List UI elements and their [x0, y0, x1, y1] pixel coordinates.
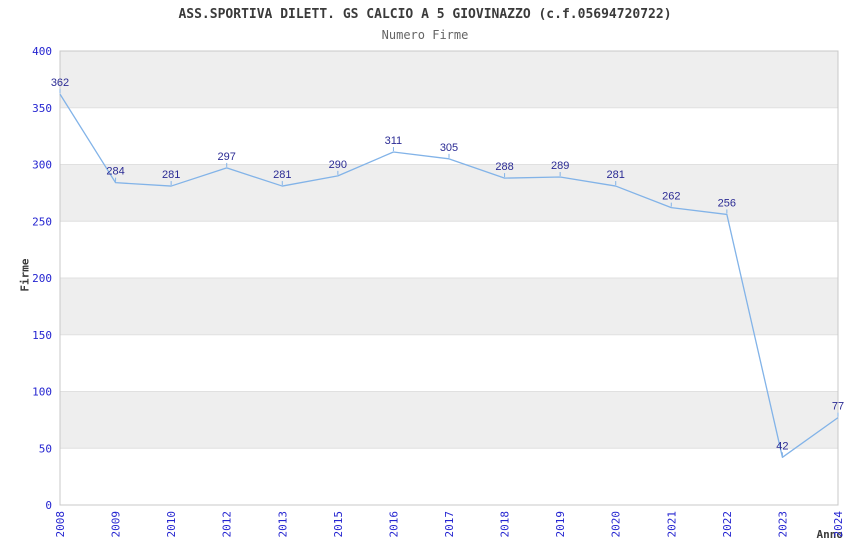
- data-point-label: 77: [832, 401, 844, 413]
- x-tick-label: 2012: [221, 511, 234, 538]
- data-point-label: 262: [662, 191, 680, 203]
- x-tick-label: 2023: [776, 511, 789, 538]
- data-point-label: 297: [218, 151, 236, 163]
- y-tick-label: 200: [32, 272, 52, 285]
- data-point-label: 305: [440, 142, 458, 154]
- data-point-label: 284: [106, 166, 124, 178]
- x-tick-label: 2019: [554, 511, 567, 538]
- plot-band: [60, 391, 838, 449]
- data-line: [59, 93, 839, 458]
- x-axis-title: Anno: [816, 528, 844, 541]
- x-tick-label: 2010: [165, 511, 178, 538]
- x-tick-label: 2009: [110, 511, 123, 538]
- x-tick-label: 2015: [332, 511, 345, 538]
- x-tick-label: 2022: [721, 511, 734, 538]
- x-tick-label: 2013: [276, 511, 289, 538]
- x-tick-label: 2017: [443, 511, 456, 538]
- plot-border: [59, 50, 839, 506]
- data-point-label: 42: [776, 440, 788, 452]
- data-point-label: 311: [385, 135, 403, 147]
- y-tick-label: 250: [32, 215, 52, 228]
- y-tick-label: 300: [32, 159, 52, 172]
- data-point-label: 289: [551, 160, 569, 172]
- y-tick-label: 0: [45, 499, 52, 512]
- data-point-label: 281: [273, 169, 291, 181]
- x-tick-label: 2008: [54, 511, 67, 538]
- y-tick-label: 400: [32, 45, 52, 58]
- y-tick-label: 100: [32, 386, 52, 399]
- data-point-label: 256: [718, 197, 736, 209]
- chart-title: ASS.SPORTIVA DILETT. GS CALCIO A 5 GIOVI…: [178, 7, 672, 22]
- x-tick-label: 2021: [665, 511, 678, 538]
- data-point-label: 281: [607, 169, 625, 181]
- x-tick-label: 2016: [387, 511, 400, 538]
- y-tick-label: 50: [39, 442, 52, 455]
- data-point-label: 281: [162, 169, 180, 181]
- y-tick-label: 150: [32, 329, 52, 342]
- data-point-label: 290: [329, 159, 347, 171]
- y-tick-label: 350: [32, 102, 52, 115]
- plot-band: [60, 278, 838, 335]
- data-point-label: 288: [495, 161, 513, 173]
- x-tick-label: 2020: [610, 511, 623, 538]
- x-tick-label: 2024: [832, 511, 845, 538]
- plot-band: [60, 51, 838, 108]
- data-point-label: 362: [51, 77, 69, 89]
- x-tick-label: 2018: [499, 511, 512, 538]
- chart-subtitle: Numero Firme: [381, 28, 469, 42]
